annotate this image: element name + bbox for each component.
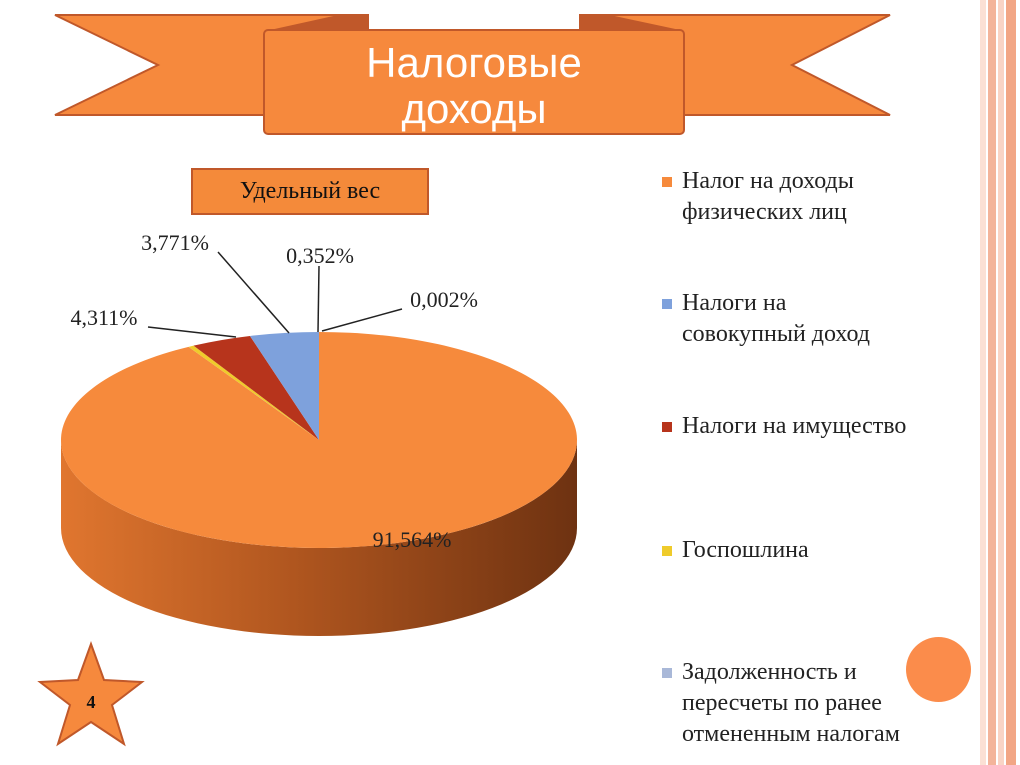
legend-label: Госпошлина <box>682 537 809 563</box>
legend-label: Налог на доходы физических лиц <box>682 168 854 225</box>
data-label: 0,002% <box>410 287 478 312</box>
legend-label: Налоги на имущество <box>682 413 907 439</box>
banner-left-fold <box>270 15 368 30</box>
leader-line <box>217 251 290 334</box>
legend-swatch <box>662 177 672 187</box>
pie-slice <box>188 346 319 440</box>
pie-slice <box>193 335 319 440</box>
legend-swatch <box>662 422 672 432</box>
data-label: 3,771% <box>141 230 209 255</box>
banner-right-fold <box>580 15 680 30</box>
data-label: 4,311% <box>70 305 137 330</box>
pie-slice <box>188 345 319 440</box>
title-banner <box>54 14 891 135</box>
legend-label: Налоги на совокупный доход <box>682 290 871 347</box>
star-icon <box>37 641 145 747</box>
leader-line <box>321 308 403 332</box>
frame-stripes <box>980 0 1020 765</box>
banner-center <box>263 29 685 135</box>
data-label: 0,352% <box>286 243 354 268</box>
chart-subtitle: Удельный вес <box>191 168 429 215</box>
slide-number: 4 <box>86 692 96 712</box>
pie-slice <box>249 332 319 440</box>
leader-line <box>147 326 237 338</box>
pie-slice <box>61 332 578 548</box>
legend-swatch <box>662 299 672 309</box>
page-title: Налоговые доходы <box>366 39 582 132</box>
legend-label: Задолженность и пересчеты по ранее отмен… <box>682 659 900 747</box>
legend-swatch <box>662 668 672 678</box>
data-label: 91,564% <box>373 527 452 552</box>
legend-swatch <box>662 546 672 556</box>
leader-line <box>317 265 320 333</box>
decorative-circle <box>906 637 971 702</box>
slide-number-badge: 4 <box>36 640 146 750</box>
pie-side-wall <box>61 440 577 636</box>
